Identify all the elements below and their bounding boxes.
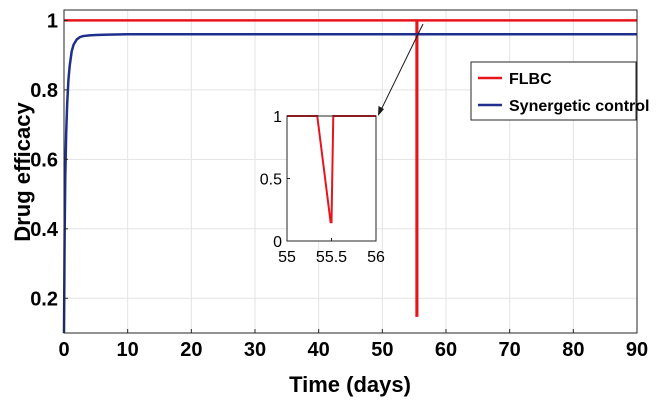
y-tick-label: 0.4: [30, 219, 59, 241]
y-tick-labels: 0.2 0.4 0.6 0.8 1: [30, 10, 68, 310]
legend-box: [470, 61, 637, 121]
y-tick-label: 1: [47, 10, 58, 32]
y-tick-label: 0.2: [30, 288, 58, 310]
legend: FLBC Synergetic control: [470, 61, 649, 121]
zoom-arrow-head: [378, 106, 384, 116]
x-tick-label: 50: [371, 339, 393, 361]
x-tick-label: 60: [435, 339, 457, 361]
x-tick-label: 80: [562, 339, 584, 361]
y-tick-label: 0.8: [30, 80, 58, 102]
x-tick-label: 30: [244, 339, 266, 361]
main-series: [62, 19, 637, 334]
x-tick-label: 20: [180, 339, 202, 361]
plot-frame: [63, 9, 638, 334]
inset-x-tick-labels: 55 55.5 56: [278, 238, 385, 266]
inset-x-tick-label: 55: [278, 249, 296, 266]
series-line-synergetic-control: [62, 33, 637, 334]
inset-plot: 55 55.5 56 00.51: [260, 109, 385, 266]
x-axis-label: Time (days): [289, 372, 411, 397]
legend-label-synergetic-control: Synergetic control: [509, 98, 649, 115]
x-tick-label: 0: [58, 339, 69, 361]
inset-x-tick-label: 55.5: [316, 249, 347, 266]
x-tick-label: 70: [499, 339, 521, 361]
x-tick-labels: 0 10 20 30 40 50 60 70 80 90: [58, 329, 648, 361]
inset-y-tick-label: 0: [273, 234, 282, 251]
inset-x-tick-label: 56: [367, 249, 385, 266]
inset-y-tick-label: 0.5: [260, 172, 282, 189]
y-axis-label: Drug efficacy: [10, 102, 35, 242]
legend-label-flbc: FLBC: [509, 71, 552, 88]
x-tick-label: 40: [308, 339, 330, 361]
zoom-arrow-line: [379, 23, 424, 113]
inset-y-tick-label: 1: [273, 109, 282, 126]
y-tick-label: 0.6: [30, 149, 58, 171]
inset-y-tick-labels: 00.51: [260, 109, 290, 251]
x-tick-label: 10: [117, 339, 139, 361]
x-tick-label: 90: [626, 339, 648, 361]
series-line-flbc: [64, 19, 637, 317]
zoom-arrow: [378, 23, 424, 116]
